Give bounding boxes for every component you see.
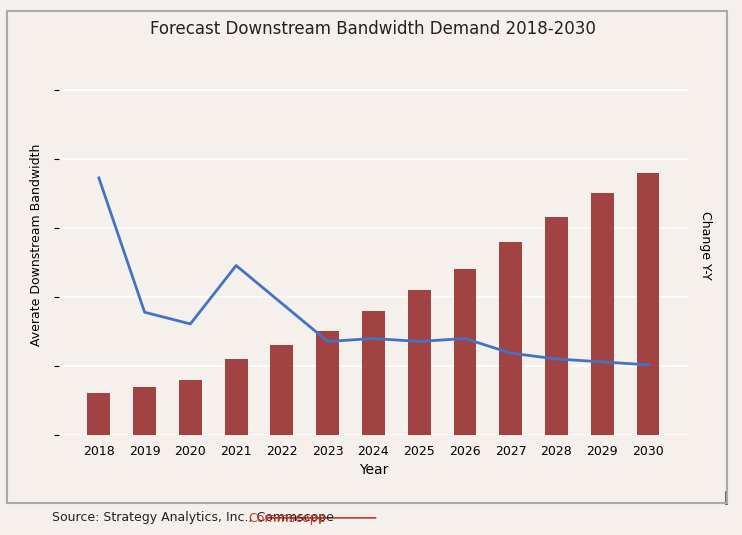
- Text: Commscope: Commscope: [249, 512, 326, 525]
- Bar: [637, 173, 660, 435]
- Bar: [133, 387, 156, 435]
- Bar: [453, 269, 476, 435]
- Title: Forecast Downstream Bandwidth Demand 2018-2030: Forecast Downstream Bandwidth Demand 201…: [151, 20, 597, 39]
- X-axis label: Year: Year: [358, 463, 388, 477]
- Bar: [545, 217, 568, 435]
- Text: Source: Strategy Analytics, Inc., Commscope: Source: Strategy Analytics, Inc., Commsc…: [52, 511, 334, 524]
- Bar: [88, 394, 111, 435]
- Bar: [362, 311, 385, 435]
- Bar: [499, 242, 522, 435]
- Bar: [225, 359, 248, 435]
- Bar: [408, 290, 430, 435]
- Bar: [316, 331, 339, 435]
- Bar: [591, 193, 614, 435]
- Bar: [179, 380, 202, 435]
- Y-axis label: Averate Downstream Bandwidth: Averate Downstream Bandwidth: [30, 144, 43, 346]
- Bar: [271, 345, 293, 435]
- Y-axis label: Change Y-Y: Change Y-Y: [699, 211, 712, 279]
